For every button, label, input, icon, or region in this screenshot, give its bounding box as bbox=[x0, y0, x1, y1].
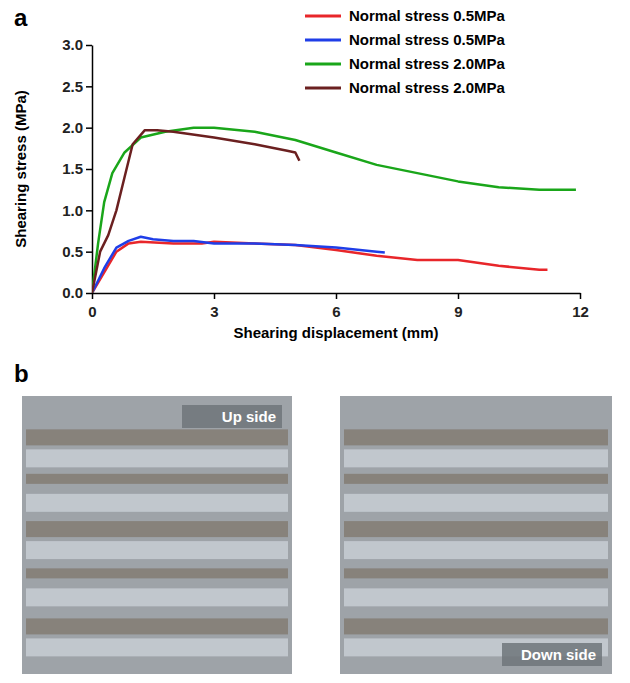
x-tick-mark bbox=[214, 293, 216, 299]
photo-band bbox=[26, 494, 288, 512]
photo-stripe bbox=[26, 429, 288, 445]
x-axis-title: Shearing displacement (mm) bbox=[233, 324, 438, 341]
legend-swatch bbox=[305, 63, 341, 66]
x-tick-label: 9 bbox=[454, 303, 462, 320]
x-tick-mark bbox=[336, 293, 338, 299]
y-tick-label: 0.5 bbox=[62, 243, 83, 260]
legend-swatch bbox=[305, 15, 341, 18]
legend-swatch bbox=[305, 39, 341, 42]
photo-stripe bbox=[26, 618, 288, 634]
photo-band bbox=[344, 494, 608, 512]
y-tick-label: 2.5 bbox=[62, 78, 83, 95]
y-tick-label: 1.0 bbox=[62, 202, 83, 219]
legend-label: Normal stress 0.5MPa bbox=[349, 7, 506, 24]
figure: a 0.0 0.5 1.0 1.5 2.0 2.5 3.0 0 3 6 9 12 Shearing dis… bbox=[0, 0, 630, 683]
photo: Down side bbox=[340, 396, 612, 674]
photo-stripe bbox=[26, 568, 288, 578]
photo-background bbox=[22, 396, 292, 674]
y-tick-mark bbox=[86, 169, 92, 171]
x-tick-mark bbox=[458, 293, 460, 299]
photo-band bbox=[344, 588, 608, 606]
x-tick: 6 bbox=[332, 293, 340, 320]
y-tick-label: 1.5 bbox=[62, 160, 83, 177]
photo-label: Down side bbox=[521, 646, 596, 663]
photo-band bbox=[26, 541, 288, 559]
x-tick: 9 bbox=[454, 293, 462, 320]
legend-swatch bbox=[305, 87, 341, 90]
photo-label-patch bbox=[182, 405, 282, 428]
y-tick-label: 2.0 bbox=[62, 119, 83, 136]
x-tick-label: 0 bbox=[88, 303, 96, 320]
photo-band bbox=[344, 541, 608, 559]
photo-label-patch bbox=[502, 643, 602, 666]
photo-stripe bbox=[344, 474, 608, 484]
y-tick: 1.5 bbox=[62, 160, 92, 177]
x-tick: 3 bbox=[210, 293, 218, 320]
y-tick: 3.0 bbox=[62, 36, 92, 53]
y-axis-title: Shearing stress (MPa) bbox=[12, 90, 29, 248]
panel-label: b bbox=[14, 360, 29, 387]
photo-stripe bbox=[344, 521, 608, 537]
y-tick-label: 0.0 bbox=[62, 284, 83, 301]
y-tick: 2.0 bbox=[62, 119, 92, 136]
x-axis: 0 3 6 9 12 bbox=[88, 293, 589, 320]
photo-band bbox=[344, 449, 608, 467]
photo-stripe bbox=[26, 474, 288, 484]
legend-label: Normal stress 0.5MPa bbox=[349, 31, 506, 48]
photo-stripe bbox=[344, 429, 608, 445]
y-tick-label: 3.0 bbox=[62, 36, 83, 53]
y-tick-mark bbox=[86, 86, 92, 88]
y-tick: 1.0 bbox=[62, 202, 92, 219]
y-axis: 0.0 0.5 1.0 1.5 2.0 2.5 3.0 bbox=[62, 36, 92, 301]
y-tick-mark bbox=[86, 293, 92, 295]
series-line bbox=[92, 128, 576, 293]
series-line bbox=[92, 130, 299, 293]
x-tick-mark bbox=[580, 293, 582, 299]
x-tick-label: 12 bbox=[572, 303, 589, 320]
series-line bbox=[92, 242, 547, 293]
photo-band bbox=[26, 638, 288, 656]
photo-stripe bbox=[344, 568, 608, 578]
photo-band bbox=[26, 449, 288, 467]
photo: Up side bbox=[22, 396, 292, 674]
y-tick-mark bbox=[86, 127, 92, 129]
x-tick-label: 6 bbox=[332, 303, 340, 320]
y-tick: 0.0 bbox=[62, 284, 92, 301]
legend: Normal stress 0.5MPa Normal stress 0.5MPa… bbox=[305, 7, 506, 96]
photo-band bbox=[26, 588, 288, 606]
y-tick: 0.5 bbox=[62, 243, 92, 260]
y-tick-mark bbox=[86, 45, 92, 47]
photo-stripe bbox=[344, 618, 608, 634]
x-tick-label: 3 bbox=[210, 303, 218, 320]
y-tick-mark bbox=[86, 251, 92, 253]
x-tick: 0 bbox=[88, 293, 96, 320]
legend-label: Normal stress 2.0MPa bbox=[349, 55, 506, 72]
y-tick-mark bbox=[86, 210, 92, 212]
photo-label: Up side bbox=[222, 408, 276, 425]
series-line bbox=[92, 237, 385, 293]
legend-label: Normal stress 2.0MPa bbox=[349, 79, 506, 96]
panel-label: a bbox=[14, 4, 28, 31]
plot-lines bbox=[92, 128, 576, 293]
x-tick: 12 bbox=[572, 293, 589, 320]
photo-background bbox=[340, 396, 612, 674]
x-tick-mark bbox=[92, 293, 94, 299]
photo-stripe bbox=[26, 521, 288, 537]
y-tick: 2.5 bbox=[62, 78, 92, 95]
